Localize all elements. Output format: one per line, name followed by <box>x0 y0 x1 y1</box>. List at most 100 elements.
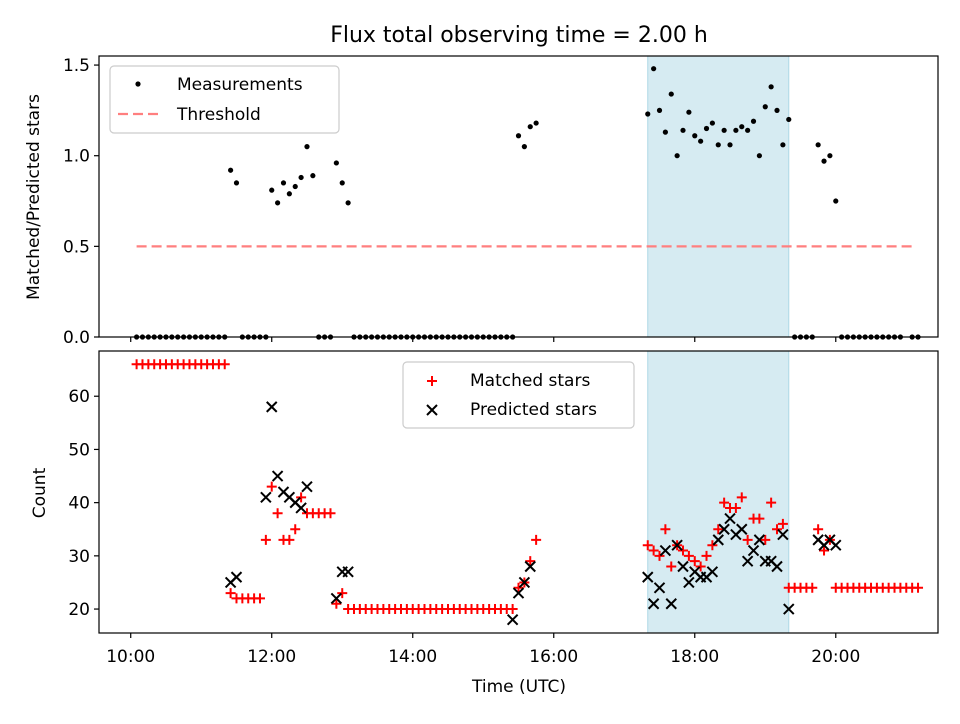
measurement-point <box>745 127 751 133</box>
predicted-star-point <box>712 534 724 546</box>
predicted-star-point <box>518 576 531 589</box>
x-tick-label: 12:00 <box>247 647 296 667</box>
matched-star-point <box>777 518 788 529</box>
top-panel: 0.0 0.5 1.0 1.5 Measurements Threshold <box>63 55 939 348</box>
measurement-point <box>662 129 668 135</box>
x-tick-label: 20:00 <box>811 647 860 667</box>
predicted-star-point <box>330 592 343 605</box>
top-y-tick-label: 0.5 <box>63 237 90 257</box>
measurement-point <box>762 104 768 110</box>
x-axis-label: Time (UTC) <box>471 677 566 697</box>
predicted-star-point <box>677 560 689 573</box>
predicted-star-point <box>683 576 695 589</box>
measurement-point <box>645 111 651 117</box>
measurement-point <box>298 174 304 181</box>
matched-star-point <box>525 556 536 567</box>
matched-star-point <box>225 588 236 599</box>
predicted-star-point <box>295 502 307 514</box>
predicted-star-point <box>301 480 313 493</box>
measurement-point <box>739 124 745 130</box>
top-axes-frame <box>98 55 939 338</box>
matched-star-point <box>742 534 753 545</box>
matched-star-point <box>819 545 830 556</box>
legend-threshold-label: Threshold <box>176 105 261 125</box>
predicted-star-point <box>647 598 660 610</box>
measurement-point <box>345 200 351 206</box>
top-y-tick-label: 1.0 <box>63 147 90 167</box>
predicted-star-point <box>783 603 795 615</box>
predicted-star-point <box>260 491 272 504</box>
measurement-point <box>692 133 698 139</box>
measurement-point <box>233 180 240 186</box>
measurement-point <box>533 120 539 126</box>
predicted-star-point <box>718 523 730 535</box>
measurement-point <box>756 153 762 159</box>
predicted-star-point <box>747 544 760 557</box>
matched-star-point <box>683 550 694 561</box>
matched-star-point <box>713 524 724 535</box>
matched-star-point <box>719 497 730 508</box>
matched-star-point <box>689 556 700 567</box>
predicted-star-point <box>771 560 783 573</box>
matched-star-point <box>260 534 271 545</box>
top-y-tick-label: 1.5 <box>63 56 90 76</box>
measurement-point <box>698 138 704 144</box>
legend-matched-marker <box>427 376 437 386</box>
matched-star-point <box>266 481 277 492</box>
matched-star-point <box>284 534 295 545</box>
bottom-panel: 20 30 40 50 60 10:00 12:00 14:00 16:00 18:00 20:00… <box>68 350 939 667</box>
measurement-point <box>703 125 710 132</box>
predicted-star-point <box>230 571 243 583</box>
predicted-star-point <box>659 544 672 557</box>
legend-box <box>109 65 340 134</box>
measurement-point <box>715 142 721 148</box>
measurement-point <box>833 198 839 204</box>
measurement-point <box>780 142 786 148</box>
predicted-star-point <box>266 401 278 413</box>
matched-star-point <box>219 359 230 370</box>
measurement-point <box>815 142 821 148</box>
measurement-point <box>275 200 281 206</box>
matched-star-point <box>813 524 824 535</box>
legend-measurements-marker <box>135 81 141 87</box>
measurement-point <box>668 91 674 97</box>
legend-predicted-marker <box>426 404 438 416</box>
predicted-star-point <box>706 566 719 578</box>
bottom-highlight-span <box>647 350 790 634</box>
matched-star-point <box>766 497 777 508</box>
measurement-point <box>304 144 310 150</box>
predicted-star-point <box>741 555 754 567</box>
legend-measurements-label: Measurements <box>177 75 303 95</box>
matched-star-point <box>660 524 671 535</box>
matched-star-point <box>254 593 265 604</box>
measurement-point <box>651 66 657 72</box>
matched-star-point <box>531 534 542 545</box>
x-tick-label: 16:00 <box>529 647 578 667</box>
top-y-axis-label: Matched/Predicted stars <box>24 94 44 300</box>
matched-star-point <box>736 492 747 503</box>
measurement-point <box>286 191 292 197</box>
measurement-point <box>774 107 780 113</box>
measurement-point <box>721 127 727 133</box>
matched-star-point <box>290 524 301 535</box>
measurement-point <box>768 84 774 90</box>
measurement-point <box>786 116 792 123</box>
matched-star-point <box>730 502 741 513</box>
matched-star-point <box>666 561 677 572</box>
predicted-star-point <box>642 571 654 583</box>
measurement-point <box>333 160 339 166</box>
bottom-y-tick-label: 60 <box>68 387 90 407</box>
matched-star-point <box>642 540 653 551</box>
predicted-star-point <box>830 539 842 551</box>
measurement-point <box>656 107 663 113</box>
measurement-point <box>280 180 287 186</box>
matched-star-point <box>695 561 706 572</box>
bottom-y-tick-label: 50 <box>68 440 90 460</box>
measurement-point <box>727 142 733 148</box>
predicted-star-point <box>271 470 284 482</box>
measurement-point <box>269 187 275 193</box>
matched-star-point <box>296 492 307 503</box>
measurement-point <box>521 144 527 150</box>
x-tick-label: 14:00 <box>388 647 437 667</box>
